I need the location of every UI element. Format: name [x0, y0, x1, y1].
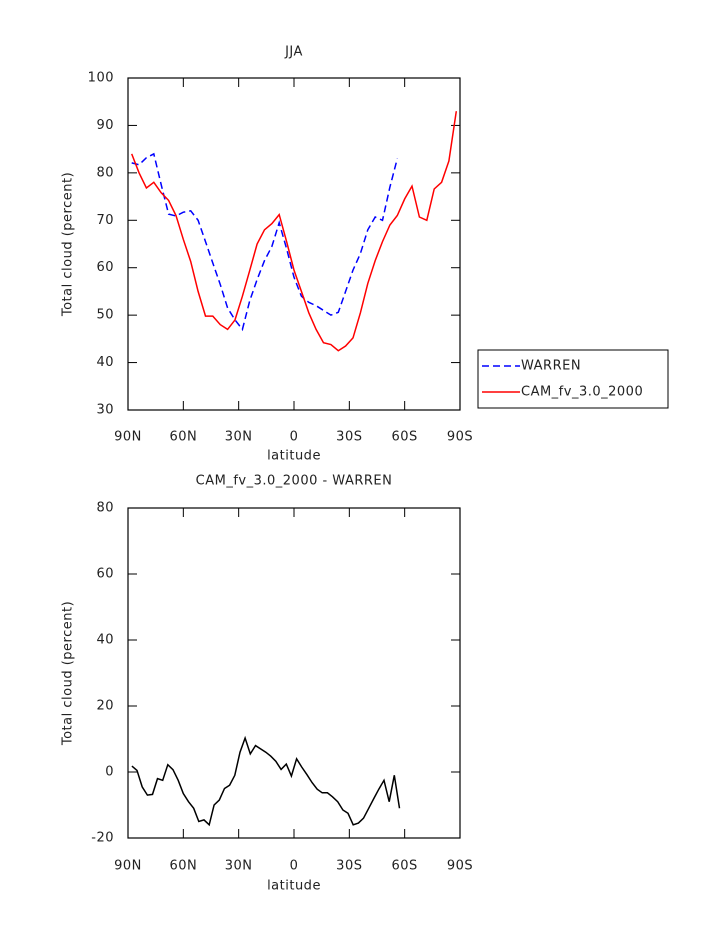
- y-tick-label: 60: [96, 260, 114, 275]
- y-tick-label: 40: [96, 355, 114, 370]
- y-tick-label: 90: [96, 118, 114, 133]
- x-tick-label: 30S: [336, 859, 362, 874]
- x-tick-label: 0: [290, 859, 299, 874]
- y-tick-label: -20: [91, 831, 114, 846]
- y-tick-label: 80: [96, 165, 114, 180]
- y-axis-label: Total cloud (percent): [61, 601, 76, 746]
- y-tick-label: 60: [96, 567, 114, 582]
- y-tick-label: 100: [88, 71, 114, 86]
- y-tick-label: 30: [96, 403, 114, 418]
- legend-label: CAM_fv_3.0_2000: [521, 385, 643, 400]
- y-tick-label: 70: [96, 213, 114, 228]
- chart-title: CAM_fv_3.0_2000 - WARREN: [196, 474, 393, 489]
- x-tick-label: 60S: [392, 859, 418, 874]
- y-tick-label: 40: [96, 633, 114, 648]
- x-tick-label: 90N: [114, 430, 142, 445]
- x-tick-label: 60N: [169, 859, 197, 874]
- y-tick-label: 80: [96, 501, 114, 516]
- x-tick-label: 0: [290, 430, 299, 445]
- y-tick-label: 0: [105, 765, 114, 780]
- chart-title: JJA: [284, 45, 303, 60]
- data-line: [131, 735, 401, 827]
- x-tick-label: 90S: [447, 430, 473, 445]
- y-axis-label: Total cloud (percent): [61, 172, 76, 317]
- x-tick-label: 30S: [336, 430, 362, 445]
- x-tick-label: 90S: [447, 859, 473, 874]
- x-axis-label: latitude: [267, 449, 321, 464]
- legend-box: [477, 349, 669, 409]
- data-line: [131, 111, 458, 352]
- x-tick-label: 30N: [225, 859, 253, 874]
- plot-frame: [127, 507, 461, 839]
- x-tick-label: 30N: [225, 430, 253, 445]
- y-tick-label: 20: [96, 699, 114, 714]
- x-tick-label: 90N: [114, 859, 142, 874]
- plot-frame: [127, 77, 461, 411]
- y-tick-label: 50: [96, 308, 114, 323]
- x-tick-label: 60N: [169, 430, 197, 445]
- x-axis-label: latitude: [267, 879, 321, 894]
- legend-label: WARREN: [521, 359, 581, 374]
- x-tick-label: 60S: [392, 430, 418, 445]
- data-line: [131, 152, 399, 332]
